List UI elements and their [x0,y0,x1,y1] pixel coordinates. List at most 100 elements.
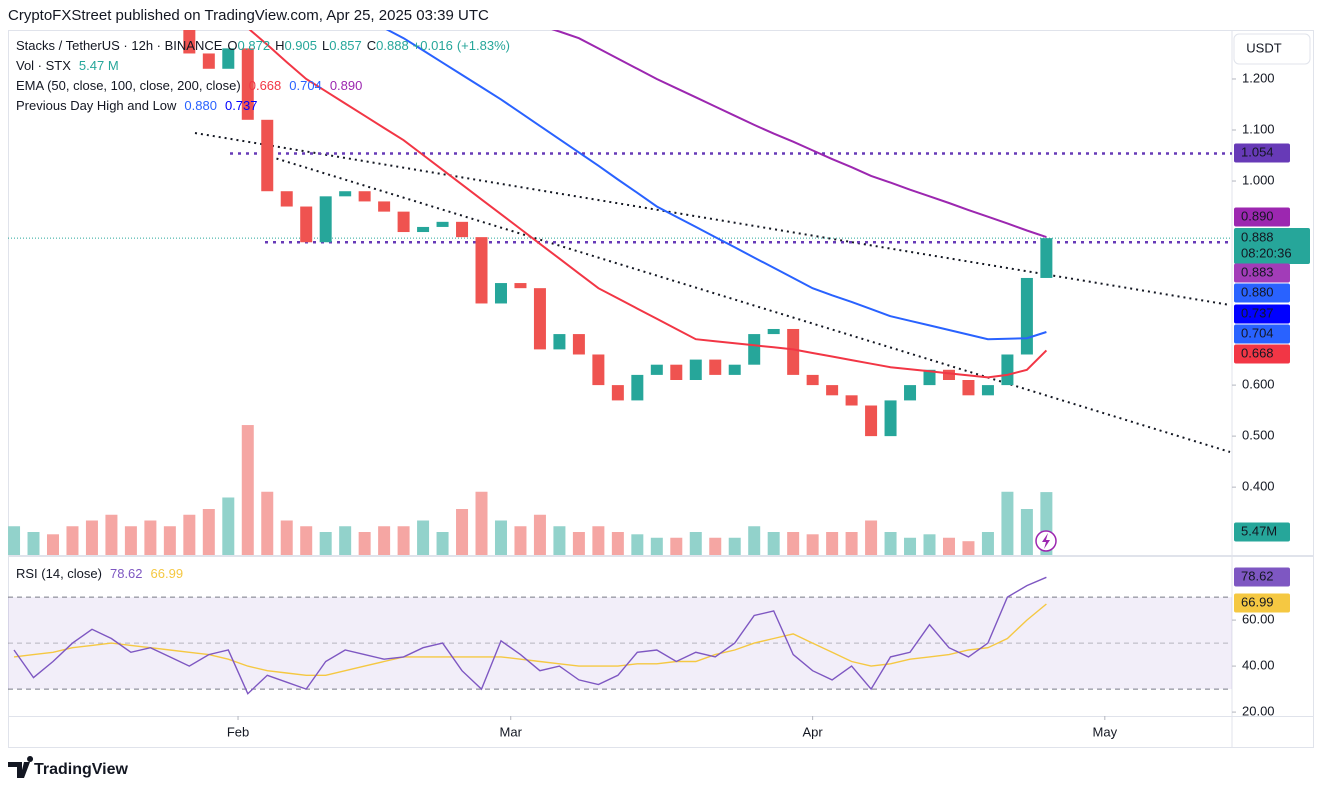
candle [553,334,566,350]
candle [611,385,624,401]
volume-bar [85,520,98,555]
candle [806,374,819,386]
volume-bar [124,526,137,555]
volume-bar [222,497,235,555]
volume-bar [826,532,839,555]
volume-bar [611,532,624,555]
volume-bar [105,514,118,555]
volume-bar [397,526,410,555]
volume-bar [417,520,430,555]
legend-item: 5.47 M [79,58,119,73]
price-tag-label: 5.47M [1241,523,1277,538]
volume-bar [728,537,741,555]
price-tag [1234,593,1290,613]
legend-item: (+1.83%) [457,38,510,53]
legend-item: 0.880 [184,98,217,113]
volume-bar [202,509,215,555]
volume-bar [378,526,391,555]
candle [923,369,936,386]
legend-item: Stacks / TetherUS · 12h · BINANCE [16,38,223,53]
candle [456,221,469,238]
candle [1020,277,1033,355]
candle [942,369,955,380]
volume-bar [904,537,917,555]
frame [8,30,1314,748]
volume-bar [475,491,488,555]
candle [631,374,644,401]
price-tag [1234,207,1290,227]
candle [962,380,975,396]
price-tag-label: 1.054 [1241,144,1274,159]
price-tag-label: 0.883 [1241,264,1274,279]
y-tick-label: 40.00 [1242,658,1275,673]
candle [319,196,332,243]
legend: EMA (50, close, 100, close, 200, close) 0… [16,78,362,93]
volume-bar [261,491,274,555]
volume-bar [280,520,293,555]
price-pane [8,30,1232,555]
volume-bar [767,532,780,555]
legend: Stacks / TetherUS · 12h · BINANCE O0.872 H… [16,38,510,53]
volume-bar [358,532,371,555]
candle [202,53,215,69]
volume-bar [787,532,800,555]
candle [514,283,527,289]
candle [241,48,254,120]
price-tag [1234,344,1290,364]
candle [826,385,839,396]
legend-item: C [367,38,376,53]
volume-bar [8,526,21,555]
volume-bar [884,532,897,555]
price-tag [1234,263,1290,283]
volume-bar [1001,491,1014,555]
volume-bar [670,537,683,555]
volume-bar [689,532,702,555]
legend-item: +0.016 [413,38,453,53]
price-tag-label: 0.668 [1241,345,1274,360]
currency: USDT [1246,40,1281,55]
ema-line [551,30,1047,239]
legend-item: Previous Day High and Low [16,98,177,113]
volume-bar [183,514,196,555]
volume-bar [865,520,878,555]
legend: Vol · STX 5.47 M [16,58,119,73]
candle [709,359,722,375]
x-tick-label: Mar [500,724,523,739]
candle [339,191,352,197]
rsi-line [13,603,1047,676]
price-tag [1234,324,1290,344]
volume-bar [962,541,975,555]
candle [787,328,800,375]
candle [728,364,741,375]
currency-button[interactable] [1233,33,1311,65]
volume-bar [631,534,644,555]
legend-item: O [227,38,237,53]
price-tag-label: 78.62 [1241,568,1274,583]
candle [1040,238,1053,278]
y-tick-label: 0.400 [1242,479,1275,494]
volume-bar [845,532,858,555]
countdown: 08:20:36 [1241,245,1292,260]
candle [1001,354,1014,386]
candle [261,119,274,192]
candle [280,191,293,207]
trendline [264,154,1231,453]
volume-bar [66,526,79,555]
volume-bar [163,526,176,555]
logo-icon [8,756,34,778]
candle [904,385,917,401]
volume-bar [46,534,59,555]
volume-bar [144,520,157,555]
price-tag-label: 0.704 [1241,325,1274,340]
candle [670,364,683,380]
candle [183,30,196,54]
legend-item: 0.737 [225,98,258,113]
alert-bolt [1042,533,1050,549]
volume-bar [436,532,449,555]
volume-bar [300,526,313,555]
candle [767,328,780,335]
volume-bar [241,425,254,555]
legend-item: L [322,38,329,53]
price-tag [1234,143,1290,163]
x-tick-label: May [1093,724,1118,739]
